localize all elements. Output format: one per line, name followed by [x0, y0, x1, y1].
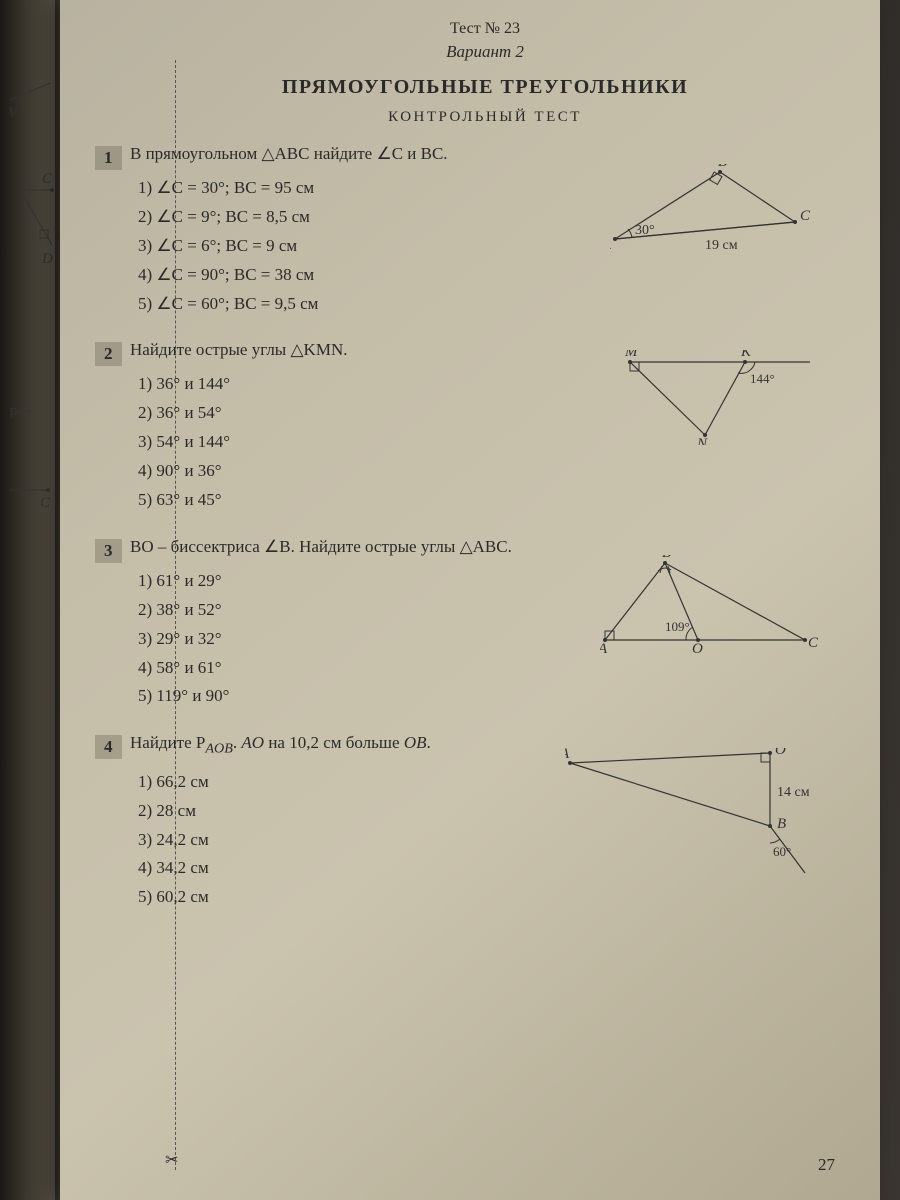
question-text: BO – биссектриса ∠B. Найдите острые углы…: [130, 537, 840, 557]
question-text: В прямоугольном △ABC найдите ∠C и BC.: [130, 144, 840, 164]
svg-text:B: B: [718, 164, 727, 170]
svg-text:A: A: [610, 237, 612, 253]
option: 4) 90° и 36°: [138, 457, 840, 486]
problem-number: 3: [95, 539, 122, 563]
svg-text:N: N: [696, 436, 708, 445]
scissors-icon: ✂: [165, 1150, 178, 1170]
page: Тест № 23 Вариант 2 ПРЯМОУГОЛЬНЫЕ ТРЕУГО…: [60, 0, 880, 1200]
page-number: 27: [818, 1155, 835, 1175]
svg-text:ро-: ро-: [10, 403, 30, 419]
svg-text:O: O: [775, 748, 786, 758]
svg-text:C: C: [800, 208, 811, 224]
previous-page-peek: V C D ро- C: [0, 75, 55, 575]
svg-text:K: K: [740, 350, 752, 360]
option: 5) 63° и 45°: [138, 486, 840, 515]
svg-text:D: D: [41, 251, 53, 267]
subtitle: КОНТРОЛЬНЫЙ ТЕСТ: [130, 109, 840, 126]
svg-text:19 см: 19 см: [705, 238, 738, 253]
svg-text:109°: 109°: [665, 619, 690, 634]
header: Тест № 23 Вариант 2 ПРЯМОУГОЛЬНЫЕ ТРЕУГО…: [130, 20, 840, 126]
option: 5) 119° и 90°: [138, 682, 840, 711]
triangle-diagram-4: 60° 14 см A O B: [565, 748, 820, 888]
svg-text:B: B: [662, 555, 671, 561]
variant: Вариант 2: [130, 42, 840, 62]
svg-text:14 см: 14 см: [777, 785, 810, 800]
svg-text:B: B: [777, 816, 786, 832]
triangle-diagram-2: 144° M K N: [625, 350, 820, 450]
svg-text:A: A: [565, 748, 570, 762]
problem-number: 1: [95, 146, 122, 170]
problem-number: 2: [95, 342, 122, 366]
problem-2: 2 Найдите острые углы △KMN. 1) 36° и 144…: [130, 340, 840, 514]
svg-text:60°: 60°: [773, 844, 791, 859]
problem-4: 4 Найдите РAOB. AO на 10,2 см больше OB.…: [130, 733, 840, 912]
option: 4) ∠C = 90°; BC = 38 см: [138, 261, 840, 290]
triangle-diagram-3: 109° A B C O: [600, 555, 820, 660]
svg-text:V: V: [8, 105, 19, 121]
svg-text:C: C: [42, 171, 53, 187]
svg-text:144°: 144°: [750, 371, 775, 386]
problem-1: 1 В прямоугольном △ABC найдите ∠C и BC. …: [130, 144, 840, 318]
triangle-diagram-1: 30° A B C 19 см: [610, 164, 820, 264]
test-number: Тест № 23: [130, 20, 840, 38]
problem-number: 4: [95, 735, 122, 759]
svg-text:C: C: [808, 635, 819, 651]
option: 5) ∠C = 60°; BC = 9,5 см: [138, 290, 840, 319]
svg-text:O: O: [692, 641, 703, 655]
problem-3: 3 BO – биссектриса ∠B. Найдите острые уг…: [130, 537, 840, 711]
svg-text:C: C: [40, 495, 51, 511]
svg-text:A: A: [600, 641, 608, 655]
page-title: ПРЯМОУГОЛЬНЫЕ ТРЕУГОЛЬНИКИ: [130, 76, 840, 99]
svg-text:M: M: [625, 350, 639, 360]
